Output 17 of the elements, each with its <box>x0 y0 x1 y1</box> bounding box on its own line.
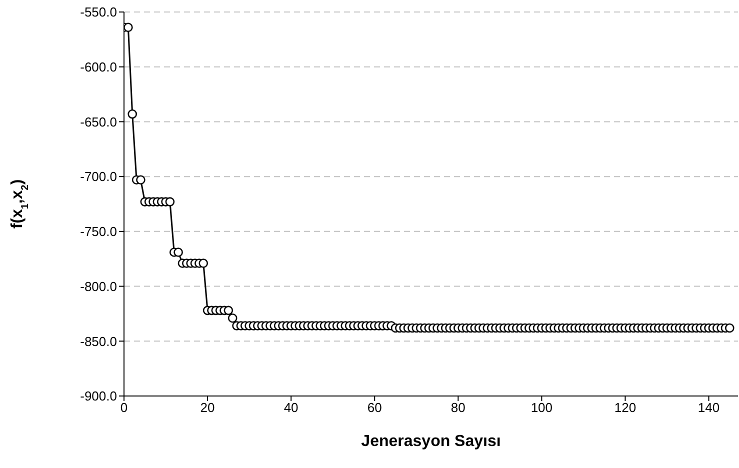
y-tick-label: -600.0 <box>80 59 117 74</box>
x-tick-label: 140 <box>698 400 720 416</box>
y-tick-label: -900.0 <box>80 388 117 404</box>
y-tick-label: -650.0 <box>80 114 117 130</box>
y-tick-label: -750.0 <box>80 224 117 240</box>
x-tick-label: 60 <box>367 400 382 416</box>
x-tick-label: 80 <box>450 400 466 416</box>
y-tick-label: -550.0 <box>80 4 117 20</box>
x-tick-label: 0 <box>120 400 128 416</box>
x-tick-label: 20 <box>200 400 215 416</box>
y-tick-label: -850.0 <box>80 334 117 349</box>
y-tick-label: -800.0 <box>80 278 117 294</box>
x-axis-title: Jenerasyon Sayısı <box>361 433 501 450</box>
x-tick-label: 100 <box>530 400 553 416</box>
y-tick-label: -700.0 <box>80 169 117 184</box>
x-tick-label: 40 <box>284 400 298 416</box>
x-tick-label: 120 <box>614 400 636 416</box>
